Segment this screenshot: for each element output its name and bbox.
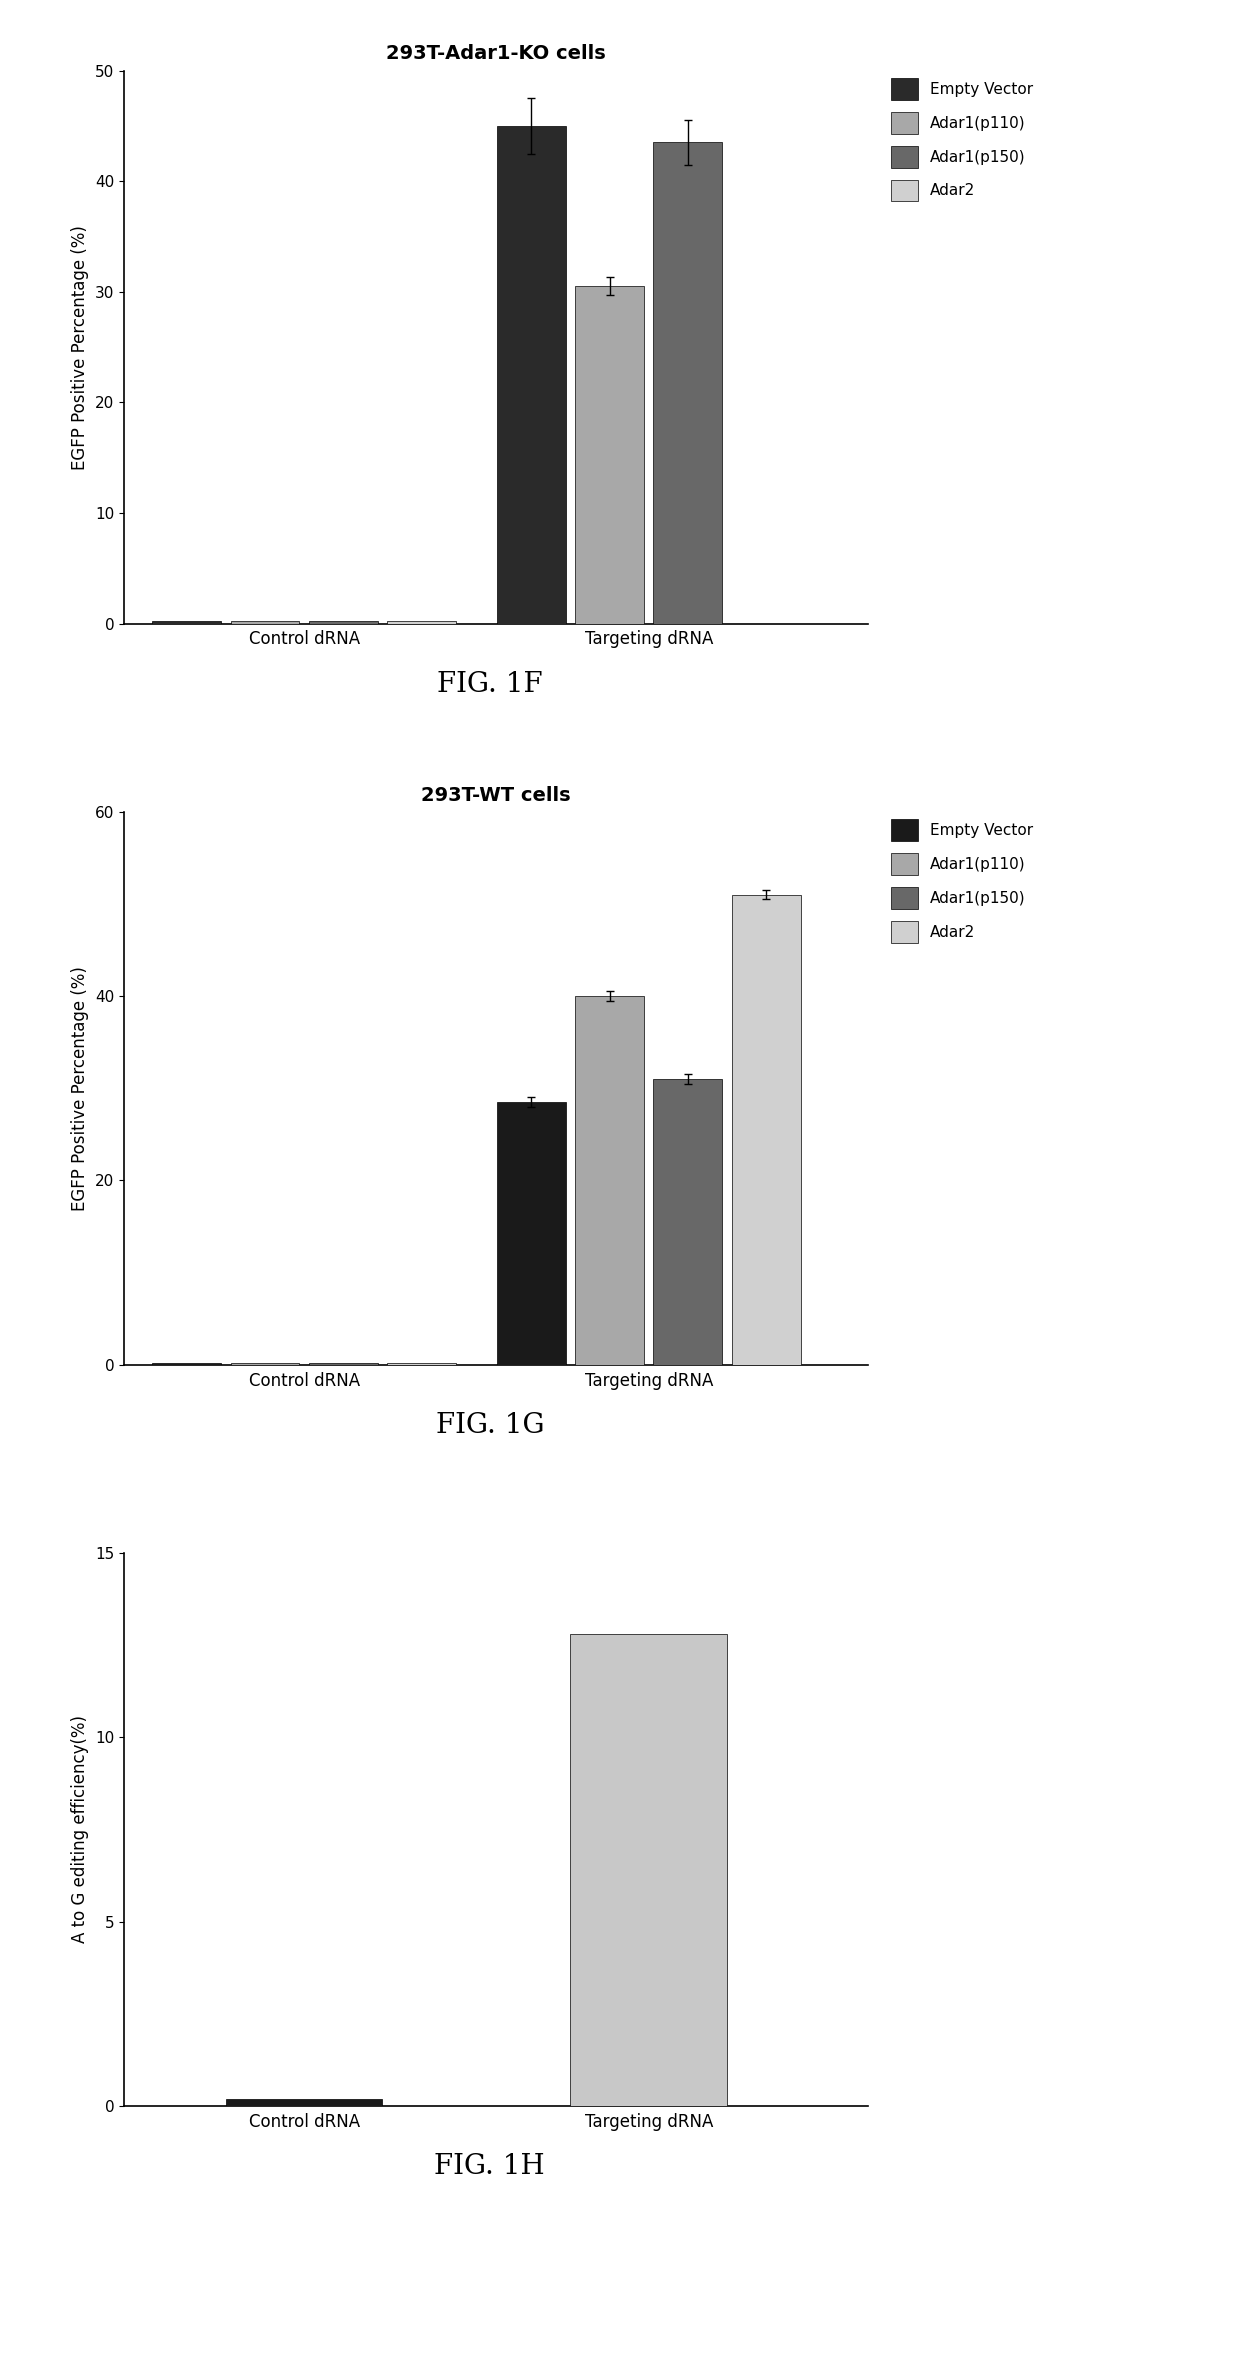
Bar: [653, 144, 723, 624]
Text: FIG. 1F: FIG. 1F: [436, 671, 543, 696]
Y-axis label: EGFP Positive Percentage (%): EGFP Positive Percentage (%): [72, 224, 89, 471]
Bar: [575, 287, 644, 624]
Bar: [570, 1633, 727, 2106]
Bar: [575, 995, 644, 1365]
Bar: [497, 1101, 565, 1365]
Legend: Empty Vector, Adar1(p110), Adar1(p150), Adar2: Empty Vector, Adar1(p110), Adar1(p150), …: [890, 78, 1033, 202]
Bar: [732, 894, 801, 1365]
Title: 293T-WT cells: 293T-WT cells: [422, 786, 570, 805]
Y-axis label: A to G editing efficiency(%): A to G editing efficiency(%): [72, 1715, 89, 1944]
Title: 293T-Adar1-KO cells: 293T-Adar1-KO cells: [386, 45, 606, 64]
Bar: [497, 127, 565, 624]
Y-axis label: EGFP Positive Percentage (%): EGFP Positive Percentage (%): [72, 965, 89, 1212]
Text: FIG. 1H: FIG. 1H: [434, 2153, 546, 2179]
Text: FIG. 1G: FIG. 1G: [435, 1412, 544, 1438]
Legend: Empty Vector, Adar1(p110), Adar1(p150), Adar2: Empty Vector, Adar1(p110), Adar1(p150), …: [890, 819, 1033, 944]
Bar: [653, 1080, 723, 1365]
Bar: [226, 2099, 382, 2106]
